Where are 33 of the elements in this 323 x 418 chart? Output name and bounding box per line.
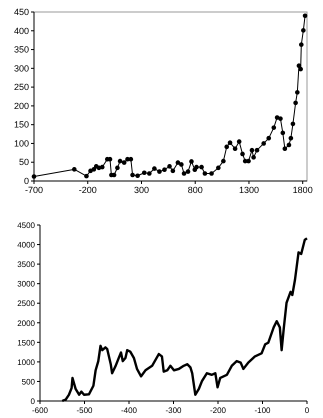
y-tick-label: 0 xyxy=(24,176,29,186)
x-tick-label: 800 xyxy=(188,185,203,195)
x-tick-label: 1800 xyxy=(292,185,313,195)
y-tick-label: 2500 xyxy=(17,299,36,308)
y-tick-label: 200 xyxy=(14,100,29,111)
x-tick-label: -200 xyxy=(78,185,97,195)
x-tick-label: -400 xyxy=(120,406,138,415)
y-tick-label: 1500 xyxy=(17,338,36,348)
y-tick-label: 50 xyxy=(18,157,29,168)
x-tick-label: -500 xyxy=(76,406,94,415)
y-tick-label: 3500 xyxy=(17,260,36,270)
y-tick-label: 350 xyxy=(14,44,29,55)
x-tick-label: 0 xyxy=(304,406,310,415)
y-tick-label: 500 xyxy=(22,377,36,386)
x-tick-label: -200 xyxy=(210,406,227,415)
y-tick-label: 300 xyxy=(14,63,29,74)
y-tick-label: 1000 xyxy=(17,358,36,367)
y-tick-label: 450 xyxy=(14,7,29,17)
y-tick-label: 400 xyxy=(14,26,29,36)
y-tick-label: 100 xyxy=(14,138,29,148)
y-tick-label: 4500 xyxy=(17,221,36,230)
x-tick-label: 300 xyxy=(134,185,149,195)
x-tick-label: -600 xyxy=(32,406,49,415)
x-tick-label: -300 xyxy=(165,406,182,415)
x-tick-label: 1300 xyxy=(238,185,259,195)
x-tick-label: -700 xyxy=(24,185,44,195)
x-tick-label: -100 xyxy=(254,406,272,415)
y-tick-label: 2000 xyxy=(17,318,36,328)
y-tick-label: 3000 xyxy=(17,280,36,289)
y-tick-label: 4000 xyxy=(17,240,36,250)
y-tick-label: 0 xyxy=(30,397,36,406)
y-tick-label: 150 xyxy=(14,120,29,130)
y-tick-label: 250 xyxy=(14,82,29,92)
